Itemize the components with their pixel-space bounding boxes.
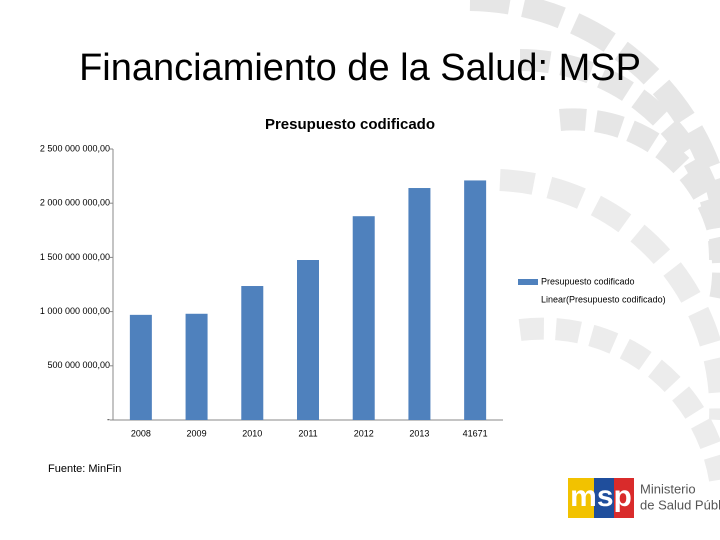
x-tick-label: 41671 [463,428,488,438]
x-tick-label: 2011 [298,428,317,438]
y-tick-label: 2 000 000 000,00 [40,198,110,208]
logo-block [614,478,634,518]
x-tick-label: 2012 [354,428,374,438]
bar [408,188,431,420]
x-tick-label: 2013 [409,428,429,438]
bar [185,313,208,420]
logo-mark: msp [570,480,632,513]
logo-text: de Salud Pública [640,497,720,512]
y-tick-label: - [107,414,110,424]
legend-label: Linear(Presupuesto codificado) [541,294,666,304]
bar [297,260,319,420]
logo: msp Ministerio de Salud Pública [568,478,720,518]
background-pattern [469,0,720,482]
y-tick-label: 1 000 000 000,00 [40,306,110,316]
x-tick-label: 2010 [242,428,262,438]
bar [129,314,152,420]
y-tick-label: 1 500 000 000,00 [40,252,110,262]
chart-title: Presupuesto codificado [265,116,435,133]
logo-text: Ministerio [640,481,696,496]
bar [241,286,264,420]
bar [464,180,487,420]
source-note: Fuente: MinFin [48,463,121,475]
logo-block [594,478,616,518]
bar [352,216,375,420]
y-tick-label: 500 000 000,00 [47,360,110,370]
x-tick-label: 2008 [131,428,151,438]
legend-swatch [518,279,538,285]
x-tick-label: 2009 [187,428,207,438]
legend-label: Presupuesto codificado [541,276,635,286]
slide-title: Financiamiento de la Salud: MSP [79,47,641,89]
y-tick-label: 2 500 000 000,00 [40,143,110,153]
logo-block [568,478,594,518]
